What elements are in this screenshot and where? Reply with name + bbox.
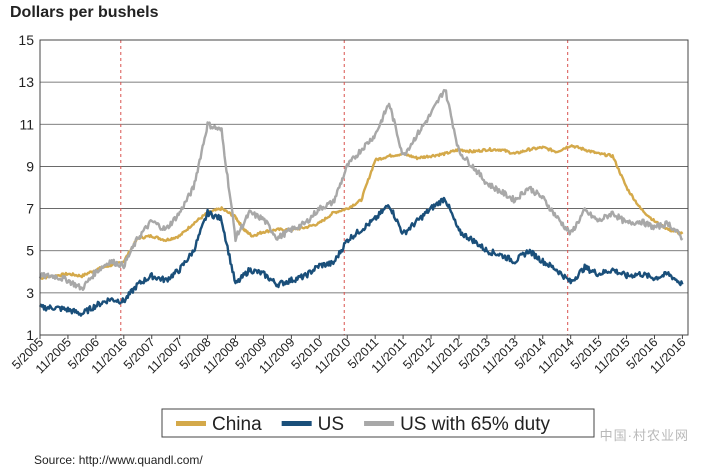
y-tick-label: 11 [19, 116, 34, 132]
series-line-us [38, 196, 684, 317]
plot-frame [39, 39, 689, 336]
legend-swatch [281, 421, 312, 426]
legend: China US US with 65% duty [161, 408, 595, 438]
legend-label: China [212, 414, 262, 435]
legend-swatch [176, 421, 206, 426]
gridlines [40, 39, 688, 336]
watermark: 中国·村农业网 [599, 428, 689, 443]
legend-label: US [318, 414, 344, 435]
chart-title: Dollars per bushels [10, 4, 159, 21]
y-tick-label: 5 [26, 243, 34, 259]
y-tick-label: 15 [18, 32, 34, 48]
series-line-us-with-65-duty [38, 88, 684, 291]
y-tick-label: 9 [26, 158, 34, 174]
legend-label: US with 65% duty [400, 414, 550, 435]
legend-swatch [364, 421, 395, 426]
y-tick-label: 13 [18, 74, 34, 90]
series-lines [38, 88, 684, 317]
x-tick-labels: 5/200511/20055/200611/20165/200711/20075… [9, 335, 689, 376]
vertical-markers [120, 40, 569, 335]
source-note: Source: http://www.quandl.com/ [34, 453, 203, 467]
y-tick-label: 7 [26, 201, 34, 217]
y-tick-label: 1 [26, 327, 34, 343]
y-tick-label: 3 [26, 285, 34, 301]
series-line-china [39, 144, 684, 280]
